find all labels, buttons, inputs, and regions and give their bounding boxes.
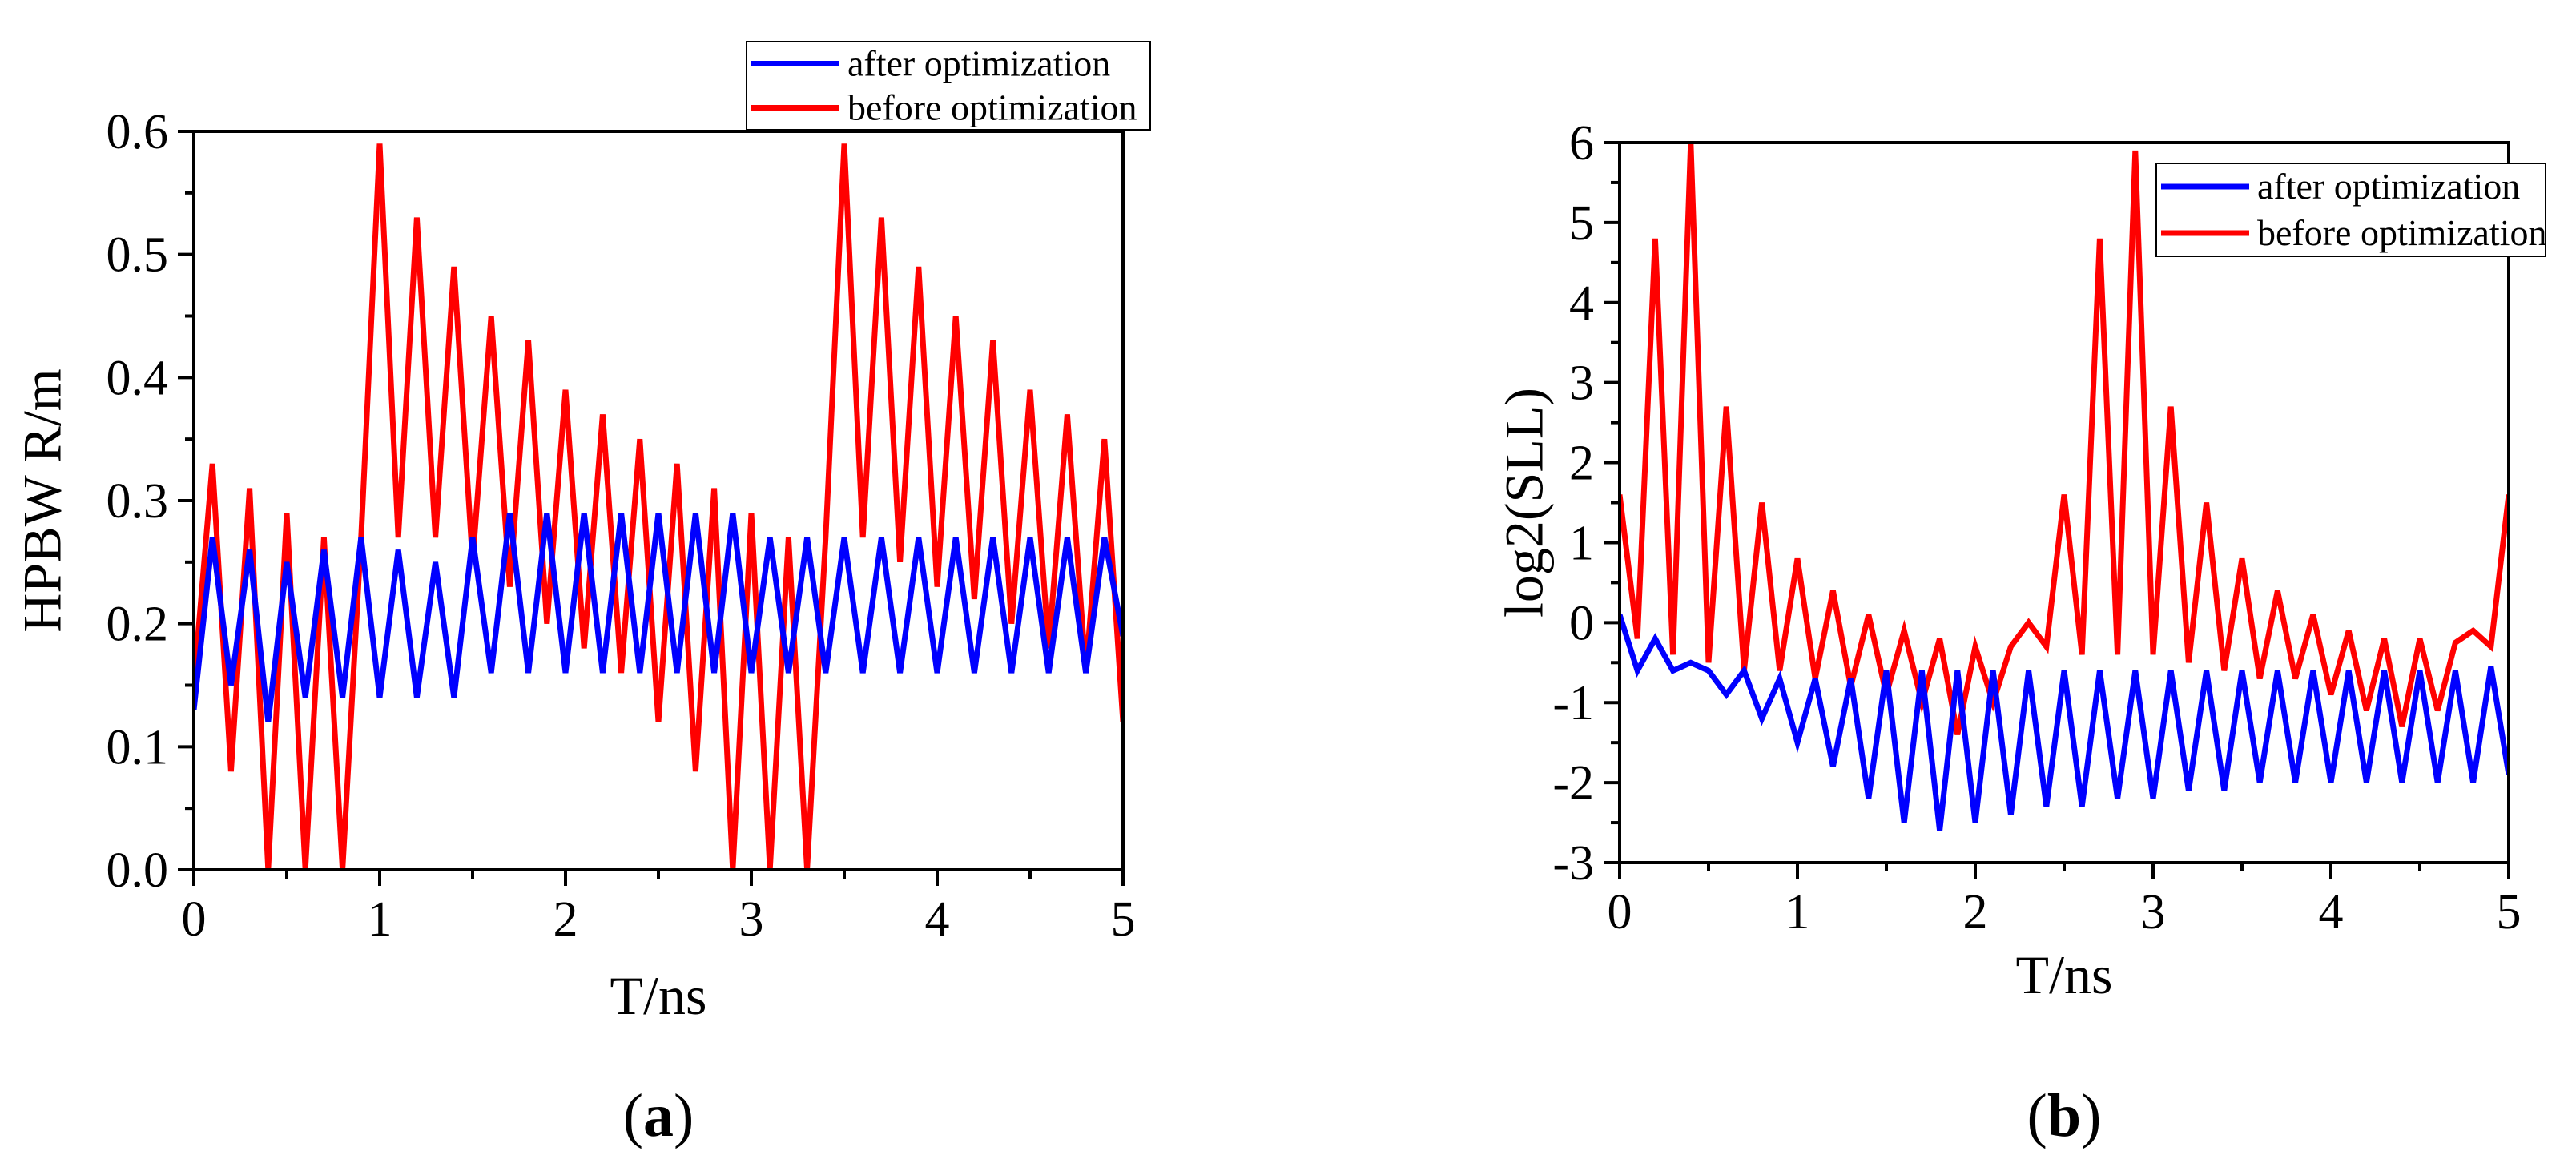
- y-axis-label: HPBW R/m: [12, 368, 73, 632]
- x-tick-label: 0: [1608, 885, 1632, 940]
- y-tick-label: 0.5: [107, 228, 169, 283]
- series-group: [194, 143, 1123, 871]
- y-tick-label: 3: [1569, 356, 1594, 411]
- x-axis-label: T/ns: [610, 965, 707, 1026]
- y-tick-label: 0.0: [107, 843, 169, 898]
- x-axis-label: T/ns: [2016, 944, 2113, 1005]
- y-tick-label: -1: [1552, 676, 1594, 730]
- y-tick-label: 0.2: [107, 598, 169, 652]
- legend-entry-label: before optimization: [2257, 212, 2547, 253]
- x-tick-label: 2: [1963, 885, 1988, 940]
- y-tick-label: -3: [1552, 836, 1594, 891]
- x-tick-label: 2: [553, 892, 578, 947]
- legend: after optimization before optimization: [2155, 163, 2547, 257]
- series-line-before-optimization: [1620, 142, 2509, 735]
- x-tick-label: 4: [2319, 885, 2344, 940]
- y-tick-label: 4: [1569, 276, 1594, 331]
- chart-panel-b: 0 1 2 3 4 5 -3 -2 -1 0 1 2 3 4 5 6 T/ns log2(SLL) after op…: [1494, 116, 2547, 1149]
- x-tick-label: 1: [1785, 885, 1810, 940]
- legend-box: [2155, 163, 2546, 257]
- y-tick-label: 0.6: [107, 105, 169, 159]
- x-tick-label: 0: [182, 892, 207, 947]
- y-axis-label: log2(SLL): [1494, 388, 1555, 618]
- y-tick-label: 0.4: [107, 351, 169, 405]
- x-tick-label: 5: [2497, 885, 2522, 940]
- panel-caption-letter: a: [643, 1082, 674, 1149]
- panel-caption-letter: b: [2047, 1082, 2081, 1149]
- y-tick-label: 5: [1569, 196, 1594, 251]
- y-tick-label: 0: [1569, 596, 1594, 650]
- y-tick-label: -2: [1552, 756, 1594, 811]
- series-line-before-optimization: [194, 143, 1123, 871]
- y-tick-label: 6: [1569, 116, 1594, 171]
- y-tick-label: 2: [1569, 437, 1594, 491]
- legend-entry-label: after optimization: [2257, 166, 2520, 207]
- legend-entry-label: after optimization: [847, 43, 1110, 84]
- x-tick-label: 3: [739, 892, 764, 947]
- chart-panel-a: 0 1 2 3 4 5 0.0 0.1 0.2 0.3 0.4 0.5 0.6 T/ns HPBW R/m a…: [12, 41, 1151, 1149]
- x-tick-label: 4: [925, 892, 950, 947]
- y-tick-label: 0.3: [107, 474, 169, 529]
- x-tick-label: 5: [1111, 892, 1136, 947]
- x-tick-label: 1: [368, 892, 392, 947]
- series-group: [1620, 142, 2509, 831]
- x-tick-label: 3: [2141, 885, 2166, 940]
- y-tick-label: 0.1: [107, 720, 169, 775]
- series-line-after-optimization: [194, 512, 1123, 723]
- y-tick-label: 1: [1569, 516, 1594, 570]
- panel-caption: (a): [623, 1082, 694, 1149]
- panel-caption: (b): [2027, 1082, 2102, 1149]
- legend-box: [746, 41, 1151, 131]
- legend-entry-label: before optimization: [847, 87, 1137, 128]
- series-line-after-optimization: [1620, 614, 2509, 831]
